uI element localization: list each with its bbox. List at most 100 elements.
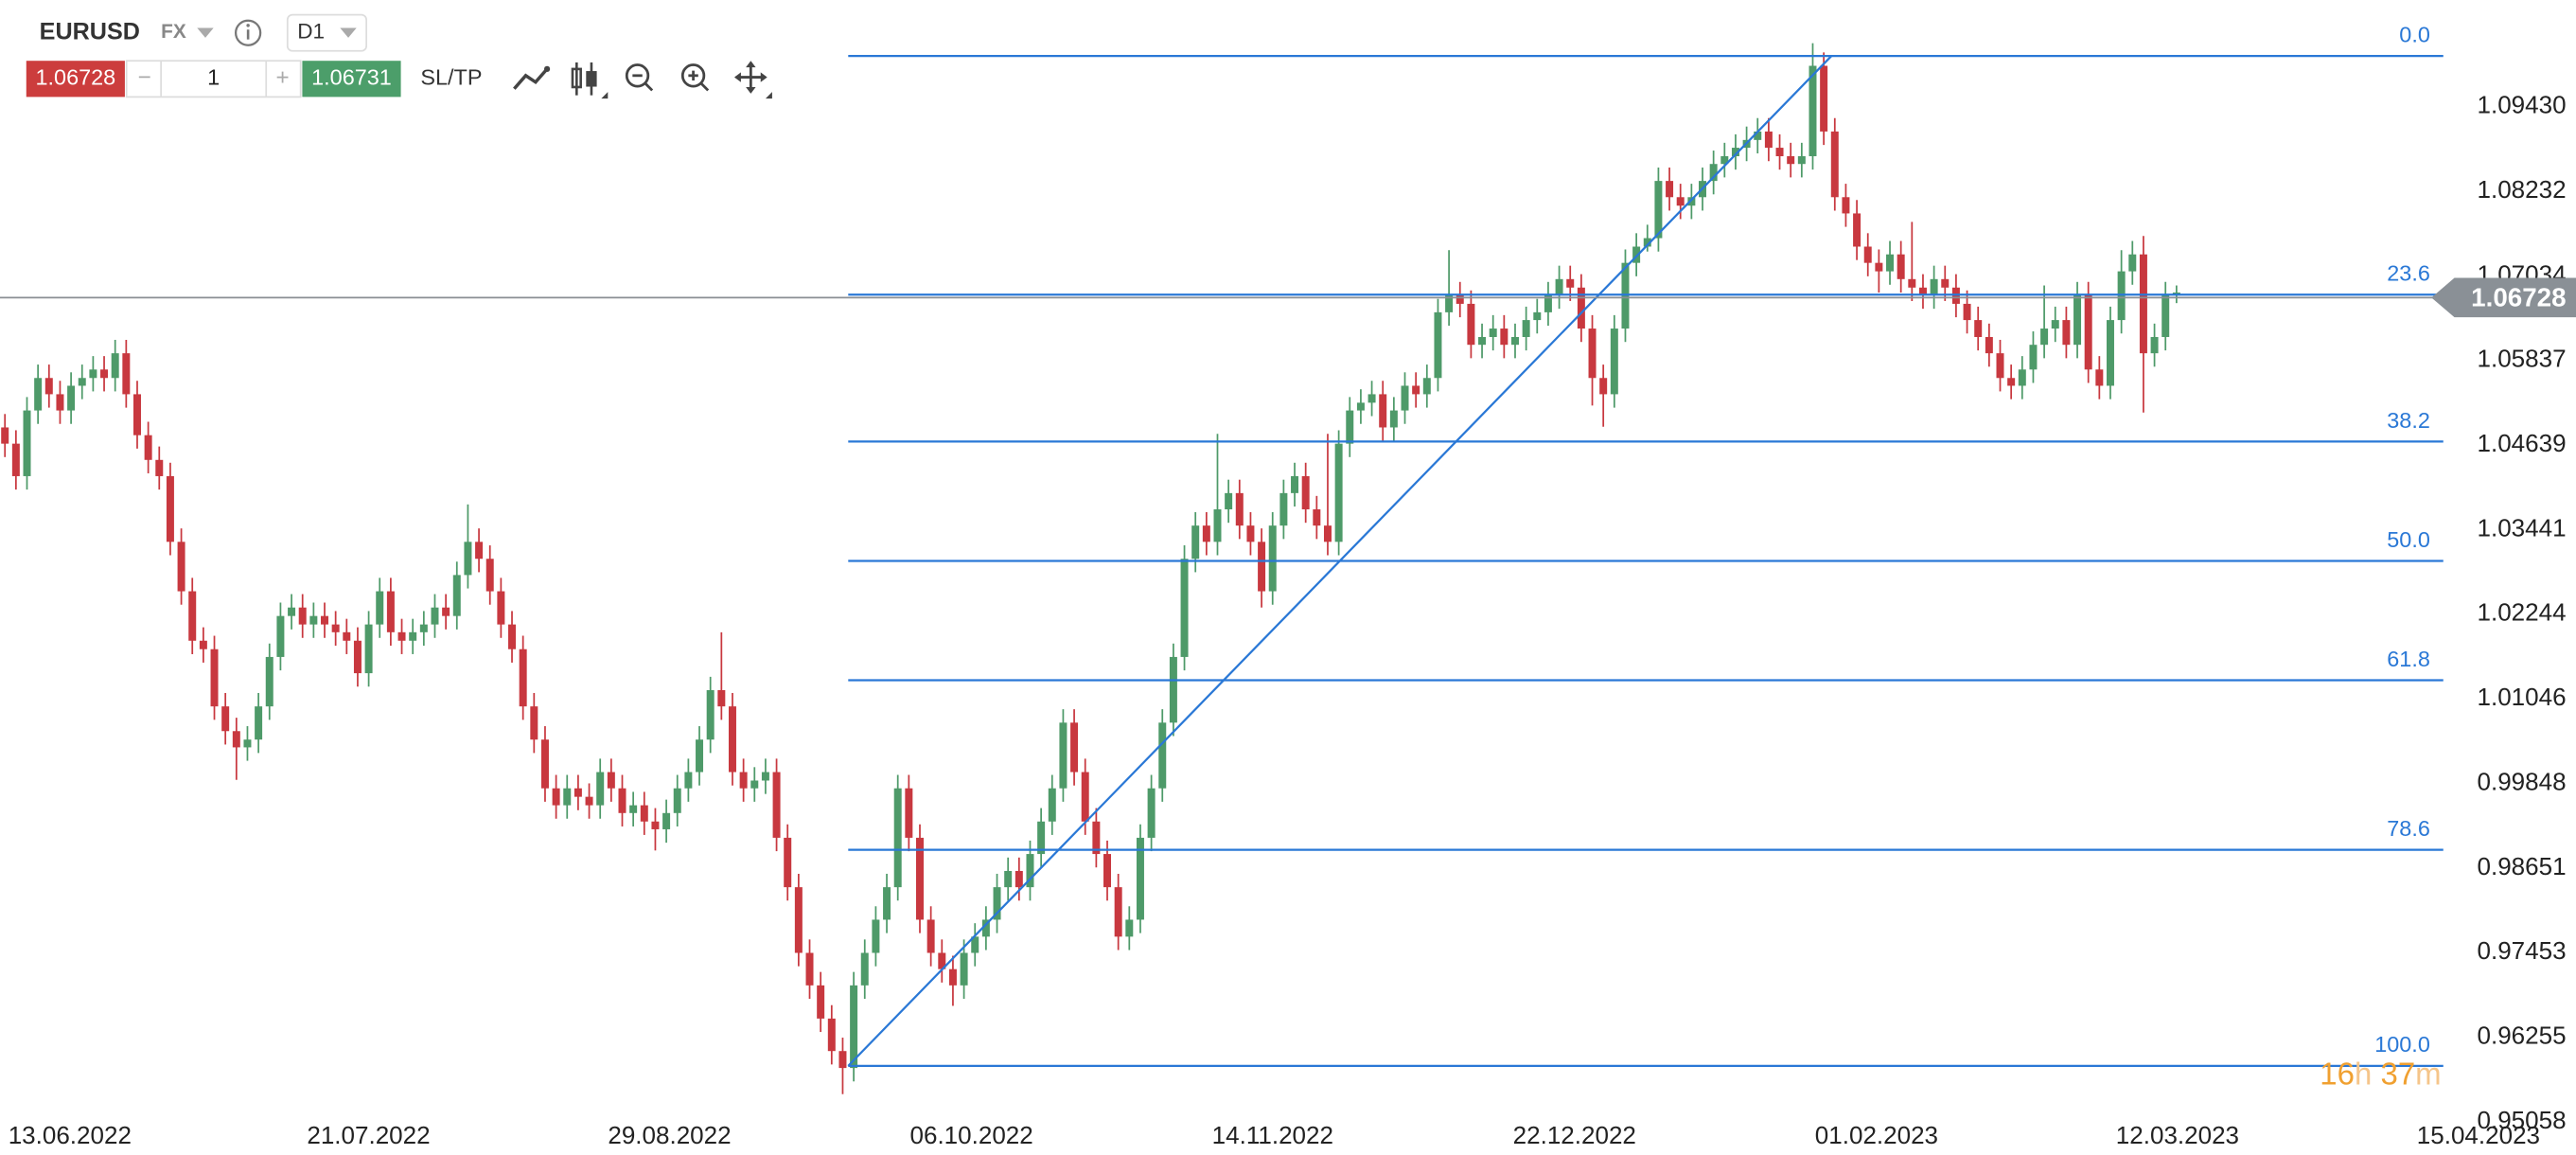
candle-body <box>1996 353 2004 379</box>
sell-button[interactable] <box>26 61 125 98</box>
candle-body <box>1180 559 1189 657</box>
candle-body <box>1389 410 1398 428</box>
minus-button[interactable]: − <box>138 65 151 91</box>
candle-body <box>2150 336 2159 354</box>
fib-label: 100.0 <box>2374 1032 2430 1057</box>
zoom-in-icon[interactable] <box>680 63 710 92</box>
candle-body <box>67 385 76 411</box>
candle-body <box>893 788 902 888</box>
timeframe-select[interactable] <box>286 13 367 52</box>
candle-body <box>1908 278 1916 288</box>
candle-body <box>1566 278 1575 288</box>
fib-label: 23.6 <box>2387 261 2430 286</box>
candle-body <box>1037 821 1046 855</box>
candle-body <box>2139 254 2147 354</box>
candle-body <box>2018 369 2026 386</box>
symbol-dropdown[interactable] <box>197 27 214 38</box>
candle-body <box>442 607 450 616</box>
candle-body <box>1268 525 1277 592</box>
x-tick-label: 15.04.2023 <box>2417 1121 2540 1149</box>
candle-body <box>1169 656 1177 723</box>
candle-body <box>1842 197 1850 214</box>
timeframe-arrow <box>340 27 357 38</box>
candle-body <box>1225 492 1233 510</box>
candle-body <box>243 739 252 748</box>
candle-body <box>784 837 792 888</box>
candle-body <box>1323 525 1332 542</box>
candle-body <box>1313 509 1321 526</box>
toolbar: EURUSD FX D1 1.06728 − 1 + 1.06731 SL/TP <box>0 0 789 106</box>
candle-body <box>1412 385 1420 395</box>
candle-body <box>1666 181 1674 198</box>
candle-body <box>1555 278 1563 295</box>
candle-body <box>1 427 9 444</box>
y-tick-label: 0.98651 <box>2478 852 2567 880</box>
candle-body <box>1301 475 1310 510</box>
fib-label: 78.6 <box>2387 816 2430 841</box>
candle-body <box>2106 320 2114 386</box>
quantity[interactable]: 1 <box>207 64 220 89</box>
candle-body <box>508 624 517 649</box>
candle-body <box>464 542 472 576</box>
current-price-label: 1.06728 <box>2471 282 2566 311</box>
candle-body <box>23 410 31 476</box>
candle-body <box>1676 197 1685 206</box>
zoom-out-icon[interactable] <box>625 63 654 92</box>
candle-body <box>938 952 946 969</box>
candle-body <box>981 919 990 937</box>
candle-body <box>1797 156 1806 165</box>
candle-body <box>255 706 263 740</box>
candle-body <box>1577 287 1585 329</box>
candle-body <box>2128 254 2137 272</box>
pan-icon[interactable] <box>733 61 772 99</box>
info-icon[interactable] <box>234 19 262 46</box>
candle-body <box>1853 213 1861 247</box>
axes: 1.094301.082321.070341.058371.046391.034… <box>9 91 2576 1149</box>
candle-body <box>1918 287 1927 295</box>
candle-body <box>1886 254 1895 272</box>
plot: 0.0 23.6 38.2 50.0 61.8 78.6 100.0 <box>0 22 2444 1094</box>
candle-body <box>265 656 273 707</box>
candle-body <box>111 353 119 379</box>
candle-body <box>199 640 207 649</box>
candle-body <box>1434 311 1442 379</box>
symbol[interactable]: EURUSD <box>40 18 140 44</box>
candle-body <box>321 615 328 625</box>
candle-body <box>1114 887 1122 937</box>
candle-body <box>1533 311 1542 321</box>
candle-body <box>497 591 505 625</box>
candle-body <box>364 624 373 674</box>
candle-body <box>1015 870 1023 888</box>
candle-body <box>166 475 174 542</box>
candle-body <box>1489 329 1497 337</box>
candle-body <box>132 394 141 435</box>
candle-body <box>353 640 362 674</box>
candle-body <box>122 353 131 395</box>
candle-body <box>56 394 64 411</box>
trendline <box>847 55 1833 1067</box>
candle-body <box>1654 181 1663 239</box>
candle-body <box>188 591 197 641</box>
candle-body <box>960 952 968 986</box>
candle-body <box>298 607 307 625</box>
candle-body <box>728 706 736 773</box>
line-chart-icon[interactable] <box>513 67 549 90</box>
candle-body <box>1522 320 1530 337</box>
sltp-button[interactable]: SL/TP <box>420 64 482 89</box>
buy-button[interactable] <box>302 61 401 98</box>
fib-label: 38.2 <box>2387 408 2430 433</box>
candle-icon[interactable] <box>571 62 609 99</box>
candle-body <box>1643 238 1651 247</box>
x-tick-label: 13.06.2022 <box>9 1121 132 1149</box>
sell-price: 1.06728 <box>36 64 116 89</box>
candle-body <box>1941 278 1950 288</box>
candle-body <box>2007 378 2016 386</box>
candle-body <box>673 788 681 813</box>
x-tick-label: 29.08.2022 <box>608 1121 731 1149</box>
candle-body <box>1830 131 1839 198</box>
candle-body <box>89 369 97 379</box>
candle-body <box>485 559 494 592</box>
candle-body <box>343 631 351 641</box>
plus-button[interactable]: + <box>275 65 289 91</box>
